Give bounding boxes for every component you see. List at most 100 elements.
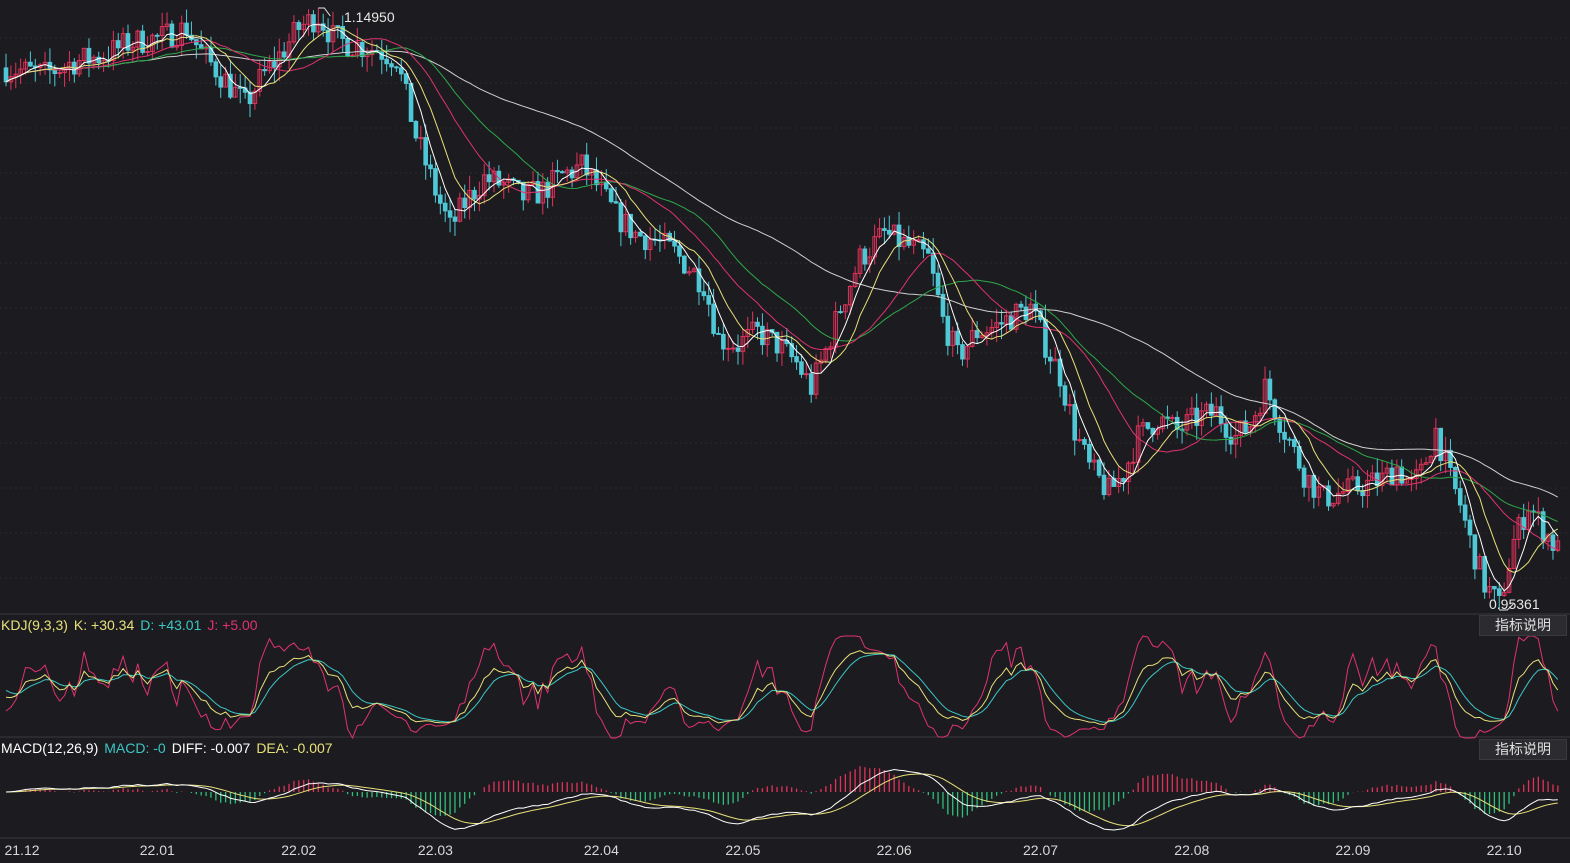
- candle-body: [1170, 416, 1175, 419]
- candle-body: [355, 41, 360, 56]
- candle-body: [472, 189, 477, 200]
- candle-body: [1428, 455, 1434, 464]
- candle-body: [584, 154, 590, 176]
- candle-body: [623, 213, 629, 233]
- candle-body: [838, 311, 843, 314]
- candle-body: [1550, 534, 1556, 551]
- kdj-help-button[interactable]: 指标说明: [1479, 615, 1567, 636]
- candle-body: [389, 63, 394, 68]
- macd-macd-value: MACD: -0: [104, 740, 166, 756]
- candle-body: [1306, 474, 1312, 488]
- candle-body: [286, 41, 292, 58]
- candle-body: [1506, 567, 1512, 593]
- high-price-label: 1.14950: [344, 9, 395, 25]
- candle-body: [1257, 412, 1263, 417]
- candle-body: [1126, 462, 1131, 483]
- x-tick-label: 22.08: [1174, 842, 1210, 858]
- candle-body: [8, 76, 14, 83]
- candle-body: [852, 272, 858, 287]
- candle-body: [1238, 420, 1243, 436]
- candle-body: [1482, 556, 1487, 593]
- candle-body: [1223, 423, 1229, 438]
- candle-body: [316, 23, 321, 33]
- candle-body: [1438, 427, 1444, 462]
- candle-body: [1057, 358, 1063, 387]
- candle-body: [965, 345, 970, 360]
- candle-body: [974, 330, 980, 339]
- candle-body: [57, 72, 62, 75]
- candle-body: [477, 195, 482, 200]
- candle-body: [272, 61, 277, 68]
- macd-title: MACD(12,26,9): [1, 740, 99, 756]
- candle-body: [335, 25, 341, 28]
- candle-body: [384, 58, 389, 65]
- kdj-panel: [5, 635, 1559, 740]
- candle-body: [96, 56, 102, 64]
- low-price-label: 0.95361: [1489, 596, 1540, 612]
- candle-body: [1492, 586, 1497, 590]
- candle-body: [501, 181, 507, 186]
- candle-body: [843, 304, 848, 313]
- candle-body: [1228, 436, 1234, 445]
- candle-body: [1511, 538, 1517, 569]
- candle-body: [452, 216, 458, 222]
- candle-body: [418, 137, 424, 140]
- candle-body: [154, 34, 160, 37]
- candle-body: [159, 26, 165, 37]
- candle-body: [1496, 588, 1502, 596]
- candle-body: [320, 23, 326, 31]
- candlestick-series: [3, 8, 1561, 610]
- candle-body: [330, 25, 336, 43]
- candle-body: [1204, 403, 1209, 412]
- candle-body: [115, 40, 121, 49]
- candle-body: [1091, 459, 1097, 463]
- candle-body: [247, 91, 253, 105]
- candle-body: [481, 174, 487, 197]
- kdj-j-line: [5, 635, 1559, 740]
- candle-body: [560, 171, 565, 174]
- candle-body: [862, 248, 868, 265]
- candle-body: [921, 239, 926, 250]
- candle-body: [1277, 418, 1282, 433]
- candle-body: [618, 202, 624, 233]
- candle-body: [438, 194, 443, 204]
- candle-body: [81, 47, 87, 62]
- candle-body: [442, 202, 448, 212]
- candle-body: [1457, 488, 1463, 506]
- candle-body: [28, 61, 33, 67]
- candle-body: [672, 240, 677, 247]
- candle-body: [1301, 467, 1307, 488]
- candle-body: [564, 169, 570, 174]
- x-tick-label: 22.01: [139, 842, 175, 858]
- candle-body: [164, 23, 170, 28]
- candle-body: [413, 120, 419, 139]
- candle-body: [789, 343, 794, 358]
- candle-body: [1233, 434, 1239, 445]
- candle-body: [1345, 478, 1351, 493]
- candle-body: [930, 252, 936, 274]
- candle-body: [950, 330, 956, 346]
- candle-body: [1472, 534, 1478, 570]
- candle-body: [750, 321, 755, 331]
- macd-help-button[interactable]: 指标说明: [1479, 739, 1567, 760]
- candle-body: [1048, 356, 1053, 362]
- x-tick-label: 22.03: [417, 842, 453, 858]
- candle-body: [252, 90, 258, 105]
- candle-body: [994, 322, 999, 328]
- candle-body: [13, 73, 19, 78]
- candle-body: [1418, 463, 1424, 471]
- candle-body: [311, 14, 316, 33]
- candle-body: [608, 188, 614, 203]
- grid-lines: [0, 37, 1570, 839]
- candle-body: [891, 224, 897, 235]
- candle-body: [677, 245, 682, 257]
- candle-body: [579, 154, 585, 166]
- candle-body: [984, 332, 990, 337]
- candle-body: [730, 347, 736, 350]
- candle-body: [755, 321, 760, 327]
- candle-body: [1130, 461, 1136, 464]
- candle-body: [1311, 474, 1317, 498]
- extreme-markers: [318, 7, 1514, 611]
- candle-body: [867, 256, 873, 265]
